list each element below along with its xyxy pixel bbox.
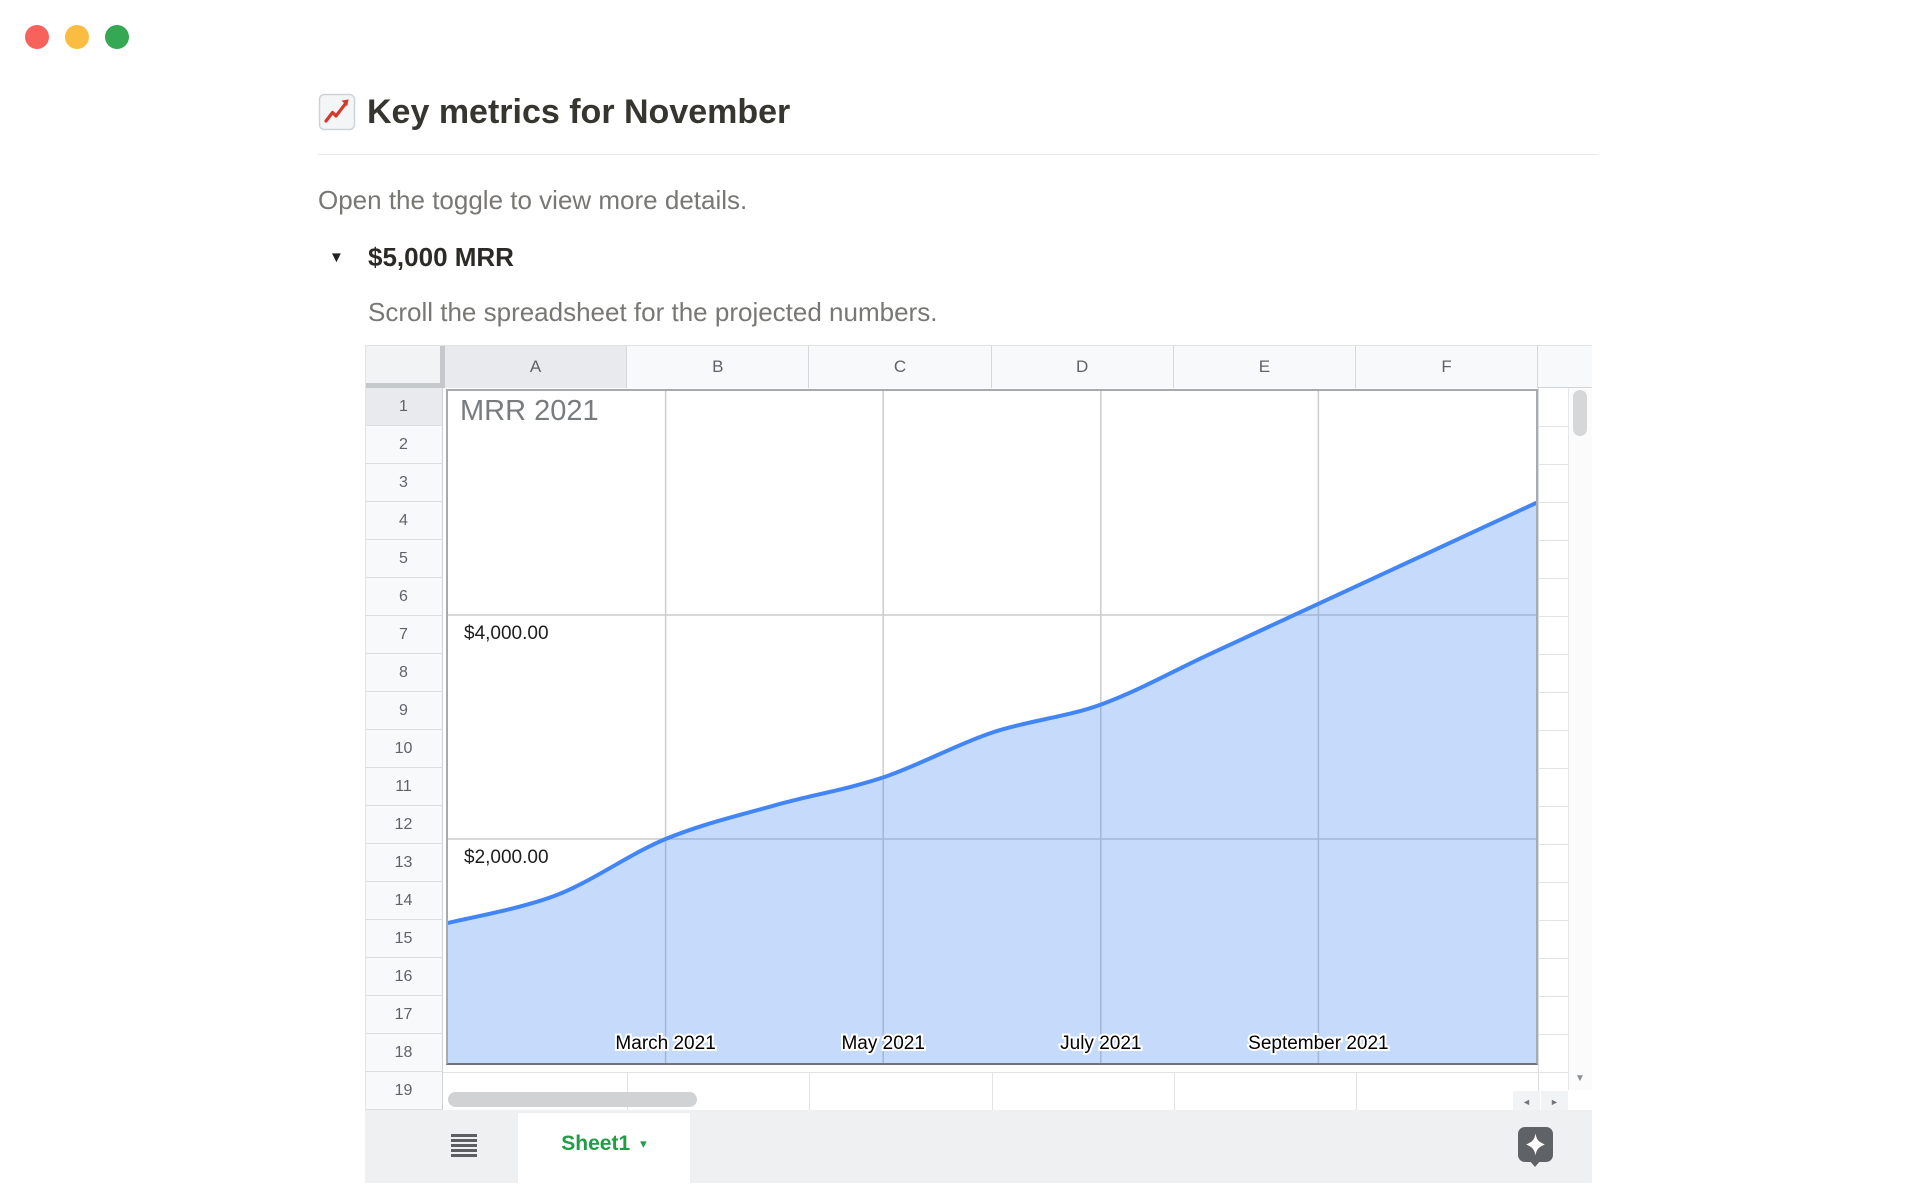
column-header-C[interactable]: C: [809, 345, 992, 388]
row-header-7[interactable]: 7: [365, 616, 443, 654]
row-header-12[interactable]: 12: [365, 806, 443, 844]
sheet-tab-bar: Sheet1 ▾: [365, 1110, 1592, 1183]
vertical-scrollbar-thumb[interactable]: [1573, 390, 1587, 436]
grid-line: [1538, 996, 1568, 997]
x-axis-label: March 2021: [615, 1033, 715, 1054]
grid-line: [1538, 540, 1568, 541]
grid-line: [1538, 616, 1568, 617]
grid-line: [1538, 844, 1568, 845]
scroll-right-button[interactable]: ►: [1541, 1091, 1568, 1112]
grid-line: [1538, 654, 1568, 655]
grid-line: [1174, 1072, 1175, 1110]
column-header-E[interactable]: E: [1173, 345, 1356, 388]
sheet-tab-dropdown-icon[interactable]: ▾: [640, 1136, 647, 1151]
row-header-9[interactable]: 9: [365, 692, 443, 730]
grid-line: [1538, 882, 1568, 883]
y-axis-label: $2,000.00: [464, 847, 549, 868]
column-header-D[interactable]: D: [991, 345, 1174, 388]
row-header-11[interactable]: 11: [365, 768, 443, 806]
row-header-15[interactable]: 15: [365, 920, 443, 958]
vertical-scrollbar-track[interactable]: [1568, 388, 1592, 1090]
grid-line: [1538, 730, 1568, 731]
title-divider: [318, 154, 1598, 155]
window-controls: [25, 25, 129, 49]
window-close-button[interactable]: [25, 25, 49, 49]
intro-text: Open the toggle to view more details.: [318, 185, 748, 215]
grid-line: [809, 1072, 810, 1110]
grid-line: [627, 1072, 628, 1110]
toggle-open-icon[interactable]: ▼: [329, 248, 344, 266]
select-all-corner[interactable]: [365, 345, 445, 388]
row-header-2[interactable]: 2: [365, 426, 443, 464]
grid-line: [1538, 426, 1568, 427]
grid-line: [1538, 1034, 1568, 1035]
chart-increasing-emoji: [318, 93, 356, 131]
x-axis-label: September 2021: [1248, 1033, 1389, 1054]
scroll-down-icon: ▼: [1575, 1072, 1585, 1084]
row-header-4[interactable]: 4: [365, 502, 443, 540]
grid-line: [1538, 920, 1568, 921]
x-axis-label: July 2021: [1060, 1033, 1141, 1054]
row-header-5[interactable]: 5: [365, 540, 443, 578]
sheet-tab-sheet1[interactable]: Sheet1 ▾: [518, 1113, 690, 1183]
row-header-8[interactable]: 8: [365, 654, 443, 692]
x-axis-label: May 2021: [841, 1033, 924, 1054]
title-row: Key metrics for November: [318, 90, 790, 134]
column-header-B[interactable]: B: [627, 345, 810, 388]
scroll-left-button[interactable]: ◄: [1513, 1091, 1540, 1112]
row-header-18[interactable]: 18: [365, 1034, 443, 1072]
grid-line: [992, 1072, 993, 1110]
window-minimize-button[interactable]: [65, 25, 89, 49]
row-header-3[interactable]: 3: [365, 464, 443, 502]
grid-line: [1538, 578, 1568, 579]
row-header-1[interactable]: 1: [365, 388, 443, 426]
sparkle-icon: [1526, 1133, 1545, 1156]
mrr-area-chart[interactable]: $2,000.00 $4,000.00 March 2021 May 2021 July…: [446, 389, 1538, 1065]
explore-button[interactable]: [1518, 1127, 1553, 1167]
grid-line: [1538, 768, 1568, 769]
row-header-10[interactable]: 10: [365, 730, 443, 768]
grid-line: [1538, 806, 1568, 807]
y-axis-label: $4,000.00: [464, 623, 549, 644]
toggle-body-text: Scroll the spreadsheet for the projected…: [368, 297, 938, 327]
grid-line: [1538, 464, 1568, 465]
chart-canvas: $2,000.00 $4,000.00 March 2021 May 2021 July…: [448, 391, 1536, 1063]
horizontal-scrollbar-thumb[interactable]: [448, 1092, 697, 1107]
window-zoom-button[interactable]: [105, 25, 129, 49]
toggle-label[interactable]: $5,000 MRR: [368, 241, 514, 272]
grid-line: [1538, 692, 1568, 693]
column-header-F[interactable]: F: [1356, 345, 1539, 388]
column-header-A[interactable]: A: [445, 345, 628, 388]
grid-line: [1538, 958, 1568, 959]
toggle-block: ▼ $5,000 MRR: [318, 240, 514, 274]
row-header-13[interactable]: 13: [365, 844, 443, 882]
partial-column-g: [1538, 388, 1568, 1110]
row-header-19[interactable]: 19: [365, 1072, 443, 1110]
chart-title: MRR 2021: [460, 395, 599, 427]
scroll-right-icon: ►: [1550, 1096, 1559, 1107]
row-header-16[interactable]: 16: [365, 958, 443, 996]
page-title: Key metrics for November: [367, 93, 791, 131]
grid-line: [1538, 502, 1568, 503]
row-header-17[interactable]: 17: [365, 996, 443, 1034]
row-header-14[interactable]: 14: [365, 882, 443, 920]
grid-line: [365, 345, 366, 1110]
sheet-tab-label: Sheet1: [561, 1132, 631, 1155]
all-sheets-menu-icon[interactable]: [451, 1134, 477, 1157]
grid-line: [1356, 1072, 1357, 1110]
row-header-6[interactable]: 6: [365, 578, 443, 616]
grid-line: [365, 345, 1592, 346]
scroll-left-icon: ◄: [1522, 1096, 1531, 1107]
grid-line: [443, 1072, 1568, 1073]
scroll-down-button[interactable]: ▼: [1568, 1066, 1592, 1090]
